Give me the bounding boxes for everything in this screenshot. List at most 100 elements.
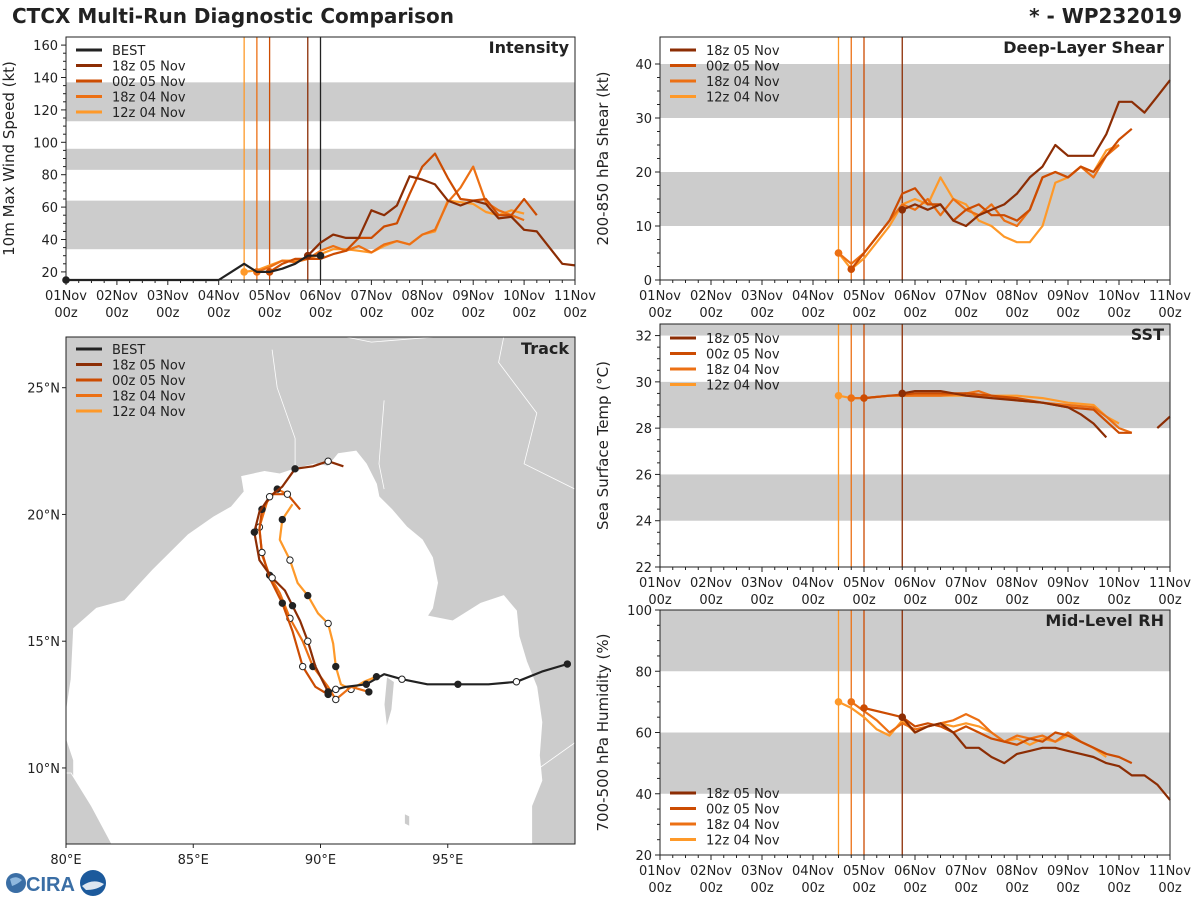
track-series-2-point [332,695,340,704]
shear-legend-label: 12z 04 Nov [706,91,780,106]
main-title: CTCX Multi-Run Diagnostic Comparison [12,4,454,28]
intensity-xtick-label: 00z [54,306,78,321]
rh-xtick-label: 02Nov [690,864,732,879]
track-series-0-point [250,528,259,536]
track-series-0-point [291,465,299,473]
track-best-point [398,675,406,683]
sst-legend-label: 18z 05 Nov [706,332,780,347]
rh-xtick-label: 11Nov [1149,864,1191,879]
track-series-3-point [324,619,332,628]
track-xtick-label: 85°E [178,853,209,868]
intensity-xtick-label: 00z [207,306,231,321]
intensity-xtick-label: 09Nov [452,289,494,304]
shear-xtick-label: 01Nov [639,289,681,304]
shear-xtick-label: 00z [1107,306,1131,321]
sst-xtick-label: 10Nov [1098,576,1140,591]
track-xtick-label: 80°E [50,853,81,868]
intensity-legend-label: 00z 05 Nov [112,75,186,90]
track-legend-label: BEST [112,343,145,358]
intensity-ytick-label: 100 [33,136,58,151]
shear-band [660,64,1170,118]
intensity-xtick-label: 00z [563,306,587,321]
rh-xtick-label: 01Nov [639,864,681,879]
sst-ylabel: Sea Surface Temp (°C) [594,361,612,530]
rh-band [660,610,1170,672]
sst-xtick-label: 04Nov [792,576,834,591]
shear-ytick-label: 30 [635,112,652,127]
rh-series-1 [863,706,1133,765]
rh-xtick-label: 00z [903,881,927,896]
intensity-xtick-label: 00z [309,306,333,321]
shear-series-0-start-marker [898,206,907,214]
storm-id: * - WP232019 [1029,4,1182,28]
intensity-best-end-marker [316,251,325,260]
track-best [327,662,568,693]
shear-xtick-label: 00z [1158,306,1182,321]
rh-xtick-label: 06Nov [894,864,936,879]
shear-xtick-label: 00z [699,306,723,321]
land-border-4 [539,742,575,769]
sst-xtick-label: 00z [1158,593,1182,608]
sst-xtick-label: 07Nov [945,576,987,591]
shear-series-1 [850,127,1133,270]
track-legend-label: 18z 05 Nov [112,359,186,374]
rh-xtick-label: 03Nov [741,864,783,879]
intensity-legend-label: 18z 04 Nov [112,91,186,106]
rh-ytick-label: 60 [635,727,652,742]
rh-xtick-label: 04Nov [792,864,834,879]
sst-ytick-label: 32 [635,330,652,345]
shear-xtick-label: 00z [954,306,978,321]
sst-xtick-label: 02Nov [690,576,732,591]
panel-sst: 22 24 26 28 30 32 01Nov 00z 02Nov 00z 03Nov 00z 04No… [594,323,1191,608]
land-sri-lanka [66,772,113,844]
intensity-xtick-label: 00z [258,306,282,321]
rh-series-3 [838,700,1107,758]
intensity-legend-label: 12z 04 Nov [112,106,186,121]
shear-ytick-label: 0 [644,274,652,289]
rh-xtick-label: 00z [1158,881,1182,896]
rh-xtick-label: 00z [1056,881,1080,896]
sst-xtick-label: 00z [903,593,927,608]
sst-xtick-label: 00z [1056,593,1080,608]
track-series-1-point [258,548,266,557]
shear-xtick-label: 09Nov [1047,289,1089,304]
shear-xtick-label: 05Nov [843,289,885,304]
track-best-point [563,660,572,668]
intensity-ytick-label: 120 [33,104,58,119]
sst-title: SST [1131,325,1164,344]
track-series-1 [258,493,329,696]
sst-legend-label: 18z 04 Nov [706,363,780,378]
sst-xtick-label: 03Nov [741,576,783,591]
rh-legend-label: 00z 05 Nov [706,803,780,818]
shear-xtick-label: 06Nov [894,289,936,304]
track-series-0-point [268,574,276,582]
rh-band [660,732,1170,794]
shear-title: Deep-Layer Shear [1003,38,1164,57]
globe-land-icon [10,877,22,886]
shear-legend-label: 18z 04 Nov [706,75,780,90]
rh-xtick-label: 00z [801,881,825,896]
intensity-xtick-label: 04Nov [198,289,240,304]
shear-xtick-label: 08Nov [996,289,1038,304]
rh-series-0 [901,716,1171,801]
rh-legend-label: 18z 04 Nov [706,818,780,833]
intensity-xtick-label: 01Nov [45,289,87,304]
sst-series-2-start-marker [847,394,856,402]
sst-xtick-label: 08Nov [996,576,1038,591]
intensity-legend-label: 18z 05 Nov [112,60,186,75]
rh-xtick-label: 00z [750,881,774,896]
sst-xtick-label: 05Nov [843,576,885,591]
sst-ytick-label: 28 [635,422,652,437]
intensity-xtick-label: 00z [512,306,536,321]
intensity-ytick-label: 160 [33,39,58,54]
track-xtick-label: 90°E [305,853,336,868]
intensity-ytick-label: 60 [41,201,58,216]
seal-wave-icon [82,881,104,890]
shear-xtick-label: 04Nov [792,289,834,304]
track-xtick-label: 95°E [432,853,463,868]
intensity-ytick-label: 140 [33,72,58,87]
shear-xtick-label: 00z [801,306,825,321]
rh-ytick-label: 20 [635,849,652,864]
intensity-ytick-label: 80 [41,169,58,184]
rh-xtick-label: 00z [1107,881,1131,896]
